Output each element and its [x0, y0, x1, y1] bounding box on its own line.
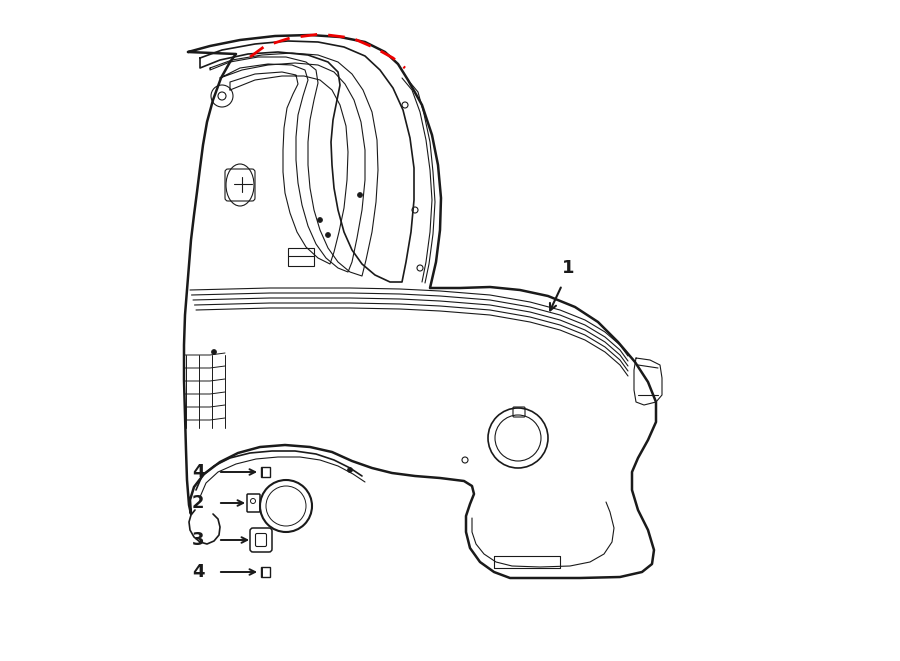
Bar [261, 567, 270, 577]
Text: 2: 2 [192, 494, 204, 512]
Text: 4: 4 [192, 563, 204, 581]
Circle shape [357, 192, 363, 198]
Text: 1: 1 [562, 259, 574, 277]
Text: 3: 3 [192, 531, 204, 549]
Circle shape [318, 217, 322, 223]
Text: 4: 4 [192, 463, 204, 481]
Circle shape [347, 467, 353, 473]
Bar [261, 467, 270, 477]
Circle shape [326, 233, 330, 237]
Circle shape [212, 350, 217, 354]
